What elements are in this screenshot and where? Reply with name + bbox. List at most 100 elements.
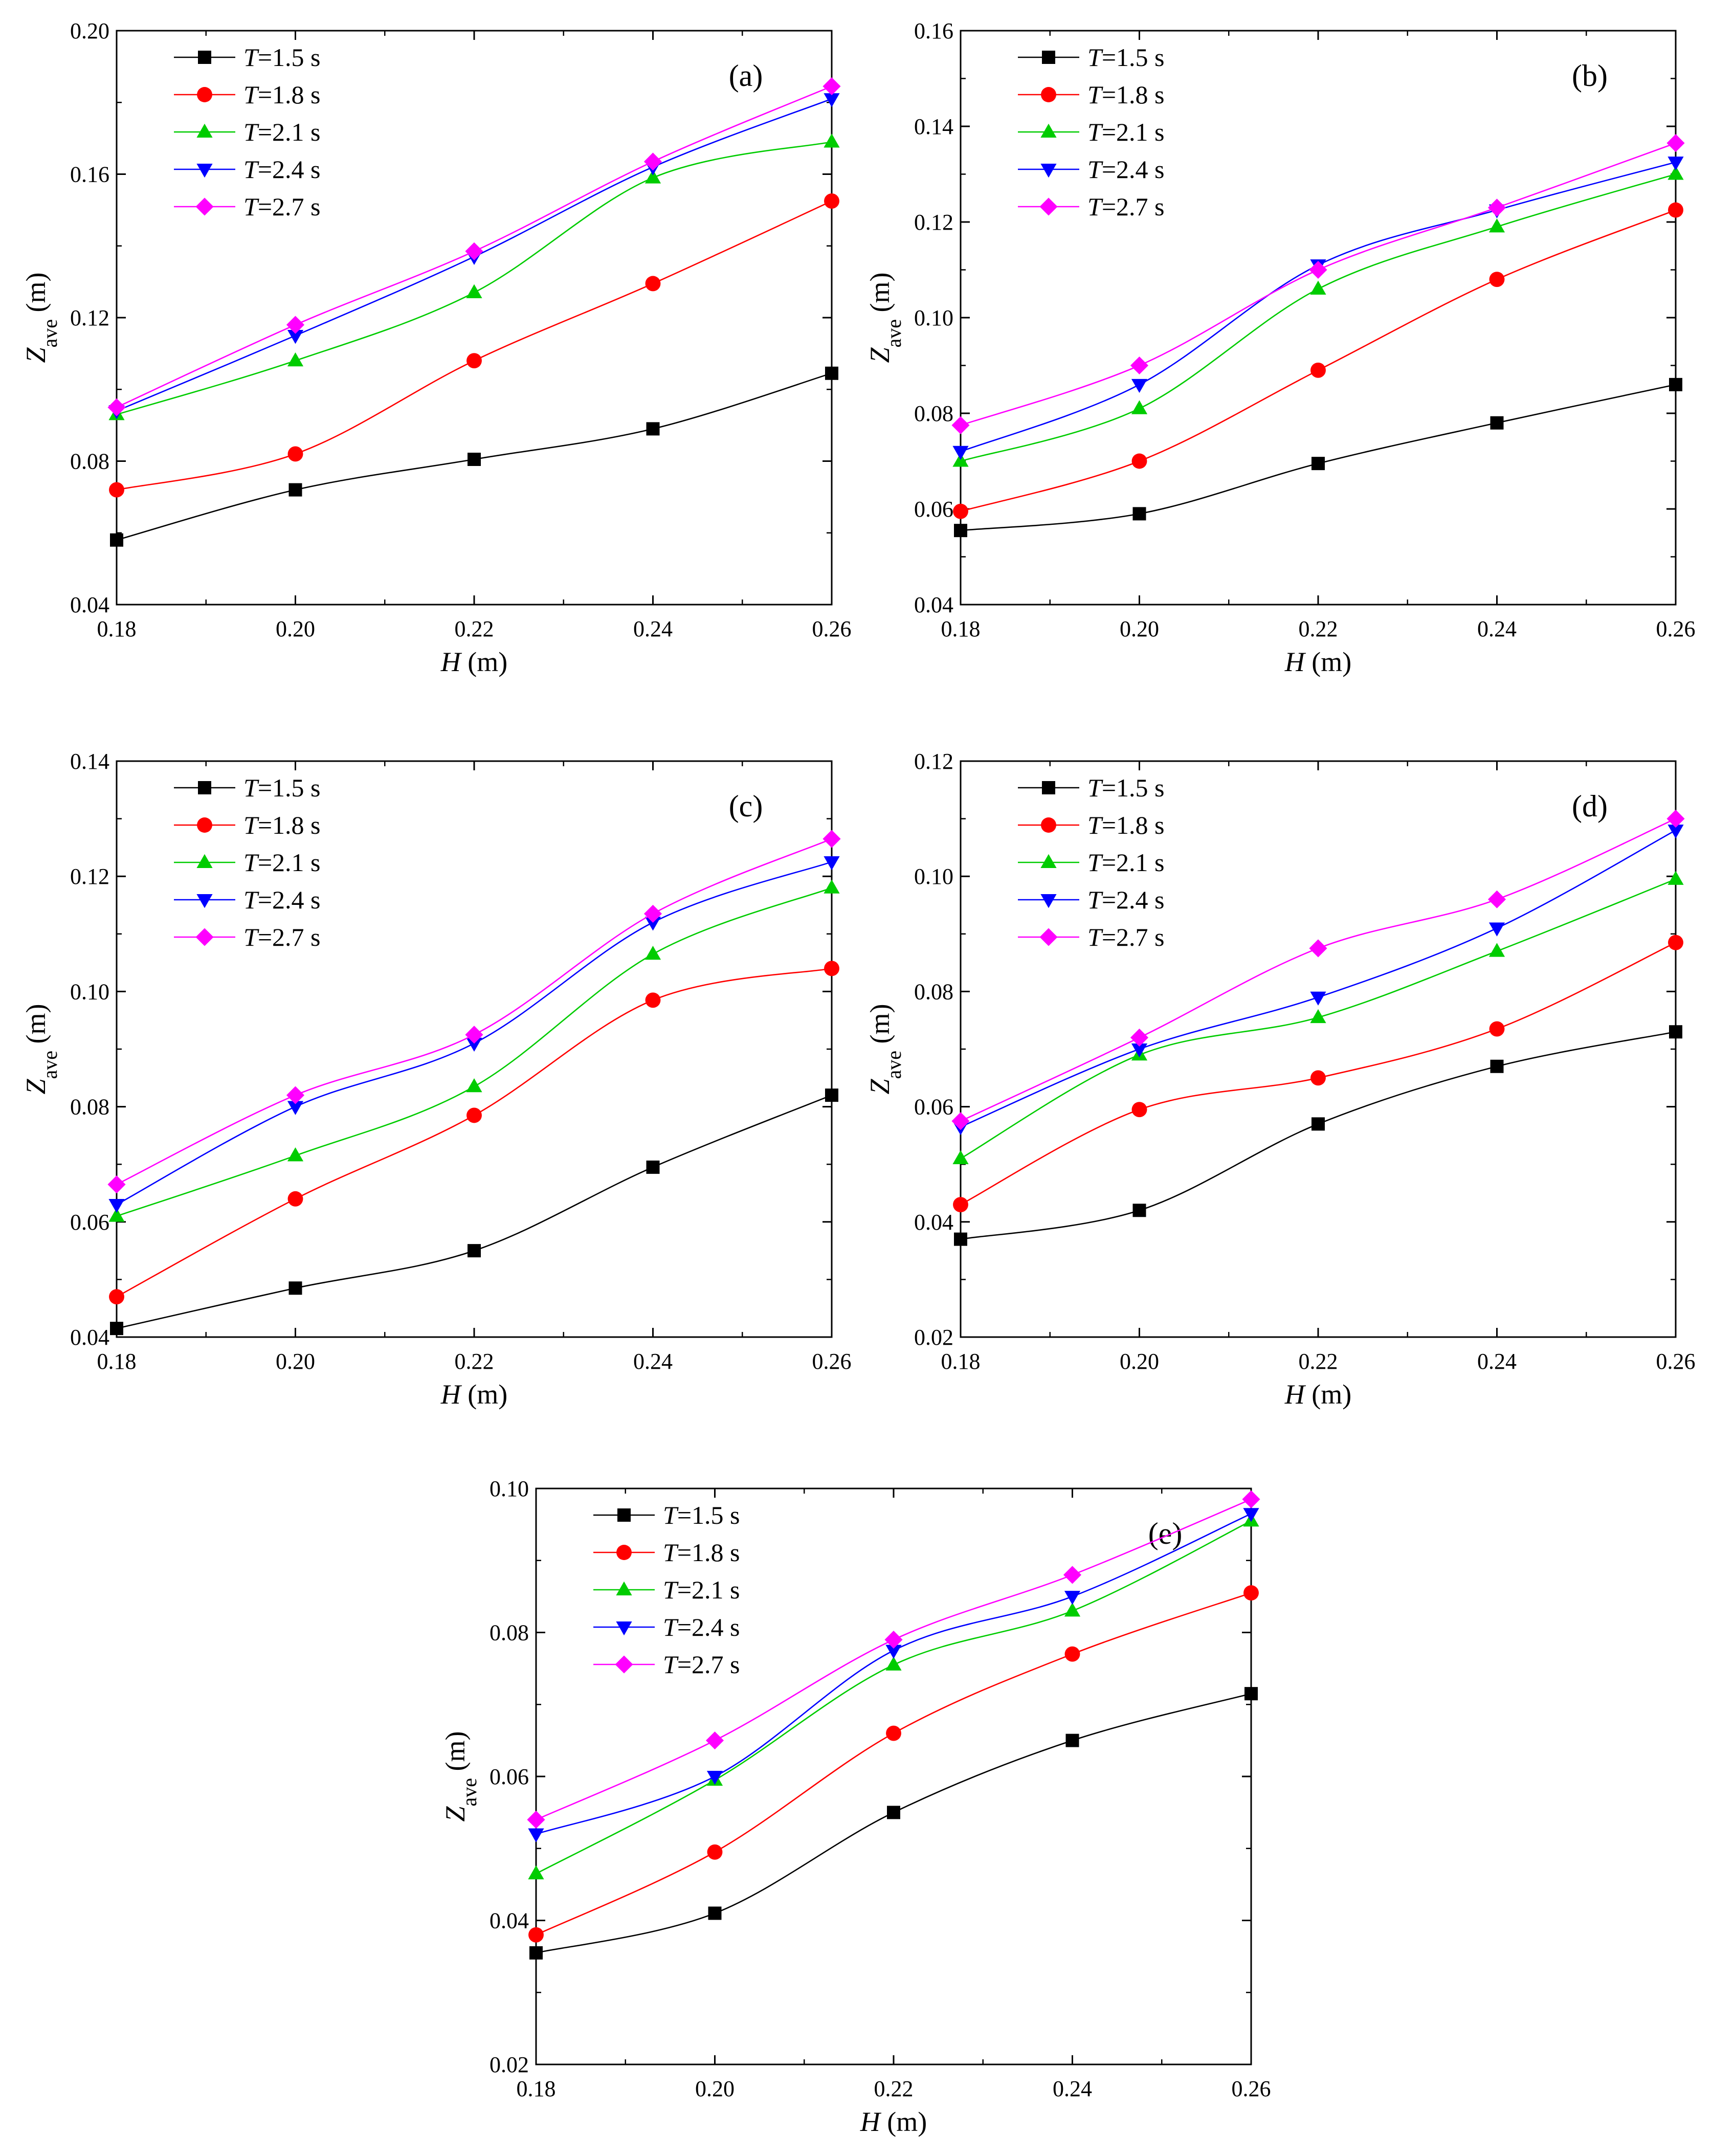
legend-marker: [198, 51, 211, 64]
data-point-1.8: [528, 1927, 544, 1943]
data-point-1.5: [288, 483, 302, 497]
series-line-2.1: [536, 1520, 1252, 1875]
data-point-2.4: [1131, 379, 1148, 393]
data-point-2.7: [951, 1112, 970, 1130]
data-point-2.4: [466, 1037, 482, 1052]
data-point-2.7: [1487, 198, 1506, 217]
plot-frame: [116, 30, 833, 606]
legend-marker: [195, 928, 214, 946]
plot-frame: [960, 30, 1677, 606]
x-tick-label: 0.24: [1053, 2076, 1092, 2101]
data-point-2.7: [705, 1731, 724, 1750]
data-point-1.5: [288, 1281, 302, 1295]
x-tick-label: 0.26: [1656, 616, 1696, 641]
data-point-1.8: [1310, 362, 1326, 378]
data-point-2.4: [1064, 1591, 1081, 1605]
y-tick-label: 0.12: [914, 749, 953, 774]
data-point-1.5: [110, 533, 123, 547]
legend-entry-1.5: T=1.5 s: [1087, 43, 1164, 72]
data-point-2.7: [1063, 1566, 1082, 1584]
legend-marker: [1041, 87, 1056, 102]
x-tick-label: 0.20: [1120, 616, 1159, 641]
y-tick-label: 0.12: [914, 210, 953, 235]
data-point-2.1: [287, 1147, 304, 1162]
legend-marker: [1040, 163, 1057, 178]
y-tick-label: 0.12: [70, 305, 109, 330]
legend-entry-2.4: T=2.4 s: [1087, 885, 1164, 914]
data-point-1.8: [1131, 453, 1147, 469]
y-axis-title: Zave (m): [20, 1004, 61, 1094]
data-point-1.5: [825, 366, 838, 380]
y-tick-label: 0.10: [70, 979, 109, 1004]
data-point-2.4: [287, 330, 304, 344]
data-point-2.7: [1309, 260, 1327, 279]
y-tick-label: 0.08: [490, 1620, 529, 1646]
data-point-2.4: [287, 1101, 304, 1115]
legend-entry-1.8: T=1.8 s: [1087, 811, 1164, 839]
legend-entry-2.4: T=2.4 s: [1087, 155, 1164, 184]
data-point-1.5: [954, 524, 967, 538]
data-point-2.1: [885, 1656, 902, 1671]
data-point-1.5: [1669, 377, 1682, 391]
x-tick-label: 0.18: [97, 1349, 137, 1374]
data-point-1.8: [466, 1107, 482, 1123]
x-tick-label: 0.26: [812, 616, 852, 641]
data-point-1.8: [953, 1197, 968, 1212]
data-point-2.7: [822, 77, 841, 96]
legend-entry-1.8: T=1.8 s: [1087, 80, 1164, 109]
legend-entry-2.1: T=2.1 s: [1087, 848, 1164, 877]
x-tick-label: 0.24: [1477, 616, 1517, 641]
data-point-1.8: [1131, 1102, 1147, 1118]
data-point-1.5: [1244, 1687, 1258, 1701]
data-point-2.1: [824, 134, 840, 148]
data-point-1.5: [110, 1322, 123, 1336]
data-point-2.7: [1666, 810, 1685, 828]
data-point-1.5: [1311, 457, 1325, 471]
data-point-2.1: [528, 1865, 544, 1880]
series-line-2.4: [536, 1513, 1252, 1835]
data-point-2.4: [1131, 1043, 1148, 1058]
x-tick-label: 0.22: [1299, 1349, 1338, 1374]
y-axis-title: Zave (m): [20, 272, 61, 363]
data-point-2.7: [286, 1086, 305, 1104]
x-tick-label: 0.20: [695, 2076, 735, 2101]
y-tick-label: 0.02: [490, 2052, 529, 2077]
x-tick-label: 0.22: [1299, 616, 1338, 641]
data-point-1.5: [1490, 416, 1504, 430]
legend-marker: [1039, 928, 1058, 946]
data-point-2.7: [1487, 890, 1506, 908]
data-point-2.7: [1242, 1490, 1260, 1508]
data-point-2.4: [952, 446, 969, 460]
data-point-1.8: [1668, 202, 1683, 218]
y-tick-label: 0.14: [70, 749, 109, 774]
series-line-1.5: [116, 1094, 832, 1329]
data-point-2.7: [822, 830, 841, 848]
data-point-2.1: [466, 1078, 482, 1093]
x-tick-label: 0.26: [812, 1349, 852, 1374]
data-point-1.5: [529, 1946, 543, 1960]
data-point-2.7: [1130, 1028, 1149, 1047]
legend-marker: [1040, 894, 1057, 908]
x-axis-title: H (m): [440, 1379, 507, 1410]
data-point-1.8: [707, 1844, 723, 1860]
legend-marker: [1042, 781, 1055, 794]
data-point-1.5: [646, 1160, 660, 1174]
data-point-2.7: [643, 152, 662, 171]
legend-marker: [196, 854, 213, 869]
data-point-2.7: [1309, 939, 1327, 958]
data-point-2.7: [527, 1810, 545, 1829]
data-point-2.1: [1488, 218, 1505, 233]
data-point-2.4: [644, 917, 661, 931]
legend-entry-1.5: T=1.5 s: [663, 1501, 740, 1529]
data-point-1.8: [824, 193, 839, 209]
legend-marker: [198, 781, 211, 794]
legend-marker: [1040, 854, 1057, 869]
data-point-2.4: [885, 1644, 902, 1659]
x-tick-label: 0.24: [1477, 1349, 1517, 1374]
y-tick-label: 0.08: [914, 401, 953, 426]
data-point-2.1: [1488, 943, 1505, 957]
x-tick-label: 0.18: [941, 616, 981, 641]
legend-entry-1.8: T=1.8 s: [243, 80, 320, 109]
x-tick-label: 0.24: [633, 1349, 673, 1374]
x-tick-label: 0.22: [874, 2076, 914, 2101]
